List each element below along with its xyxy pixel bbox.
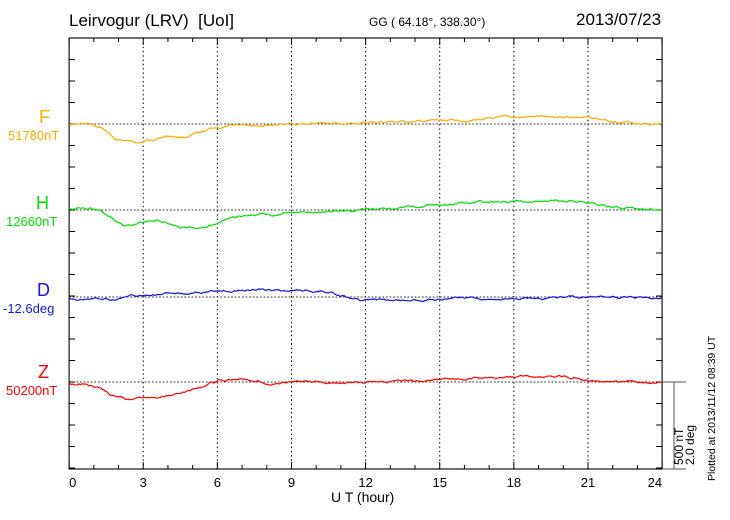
svg-text:0: 0 xyxy=(69,475,76,490)
svg-text:24: 24 xyxy=(648,475,662,490)
svg-text:21: 21 xyxy=(581,475,595,490)
svg-text:9: 9 xyxy=(288,475,295,490)
svg-text:12: 12 xyxy=(358,475,372,490)
svg-text:3: 3 xyxy=(140,475,147,490)
svg-text:15: 15 xyxy=(432,475,446,490)
svg-text:6: 6 xyxy=(214,475,221,490)
svg-text:18: 18 xyxy=(507,475,521,490)
